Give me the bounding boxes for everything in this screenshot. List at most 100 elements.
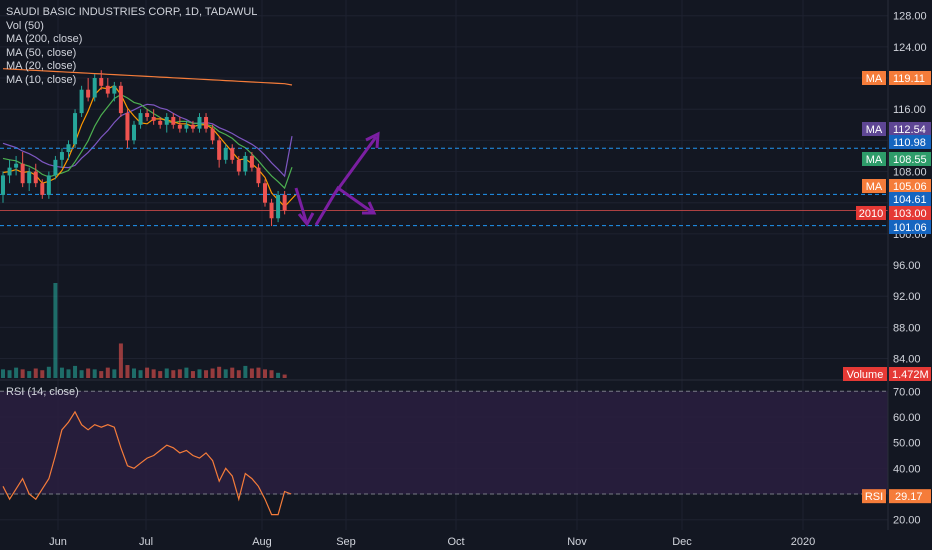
price-tag-value: 110.98 [893, 137, 926, 149]
volume-bar [249, 368, 254, 378]
candle-body [14, 163, 19, 168]
volume-bar [92, 369, 97, 378]
volume-bar [112, 369, 117, 378]
candle-body [73, 113, 78, 145]
volume-bar [151, 369, 156, 378]
volume-bar [197, 369, 202, 378]
candle-body [99, 78, 104, 86]
candle-body [249, 155, 254, 168]
volume-bar [1, 369, 5, 378]
price-tag-value-box [889, 206, 931, 220]
rsi-tick-label: 60.00 [893, 412, 921, 424]
candle-body [86, 89, 91, 98]
price-tag-label: 2010 [859, 208, 883, 220]
time-tick-label: Nov [567, 536, 587, 548]
rsi-title: RSI (14, close) [6, 386, 79, 398]
price-tag-value: 101.06 [893, 222, 927, 234]
volume-bar [79, 370, 84, 378]
candle-body [256, 167, 261, 184]
price-tick-label: 88.00 [893, 322, 921, 334]
volume-bar [230, 367, 235, 378]
candle-body [46, 175, 51, 195]
volume-bar [86, 368, 91, 378]
volume-bar [59, 367, 64, 378]
time-tick-label: Aug [252, 536, 272, 548]
candle-body [171, 116, 176, 125]
volume-bar [125, 365, 130, 378]
volume-bar [164, 368, 169, 378]
candle-body [217, 140, 222, 160]
time-tick-label: 2020 [791, 536, 815, 548]
candle-body [177, 124, 182, 129]
candle-body [1, 175, 5, 195]
rsi-plot [2, 410, 292, 516]
price-tag-value-box [889, 122, 931, 136]
price-tag-label: MA [866, 124, 883, 136]
candle-body [269, 202, 274, 219]
volume-bar [99, 371, 104, 378]
price-tick-label: 96.00 [893, 260, 921, 272]
candle-body [27, 171, 32, 184]
candle-body [158, 120, 163, 125]
price-tag-value: 103.00 [893, 208, 927, 220]
volume-bar [145, 367, 150, 378]
volume-bars [1, 283, 287, 378]
candle-body [53, 159, 58, 176]
price-tag-value-box [889, 192, 931, 206]
volume-bar [46, 366, 51, 378]
volume-bar [27, 371, 32, 378]
volume-bar [20, 369, 25, 378]
rsi-tick-label: 20.00 [893, 515, 921, 527]
volume-bar [33, 368, 38, 378]
candle-body [204, 116, 209, 129]
candle-body [132, 124, 136, 141]
price-tick-label: 84.00 [893, 354, 921, 366]
rsi-tag-value-box [889, 489, 931, 504]
arrow-down-stroke [294, 187, 308, 222]
price-tag-label: MA [866, 154, 883, 166]
price-tag-value-box [889, 135, 931, 149]
rsi-tag-label: RSI [865, 491, 883, 503]
price-tag-label-box [862, 122, 886, 136]
rsi-tag-value: 29.17 [895, 491, 923, 503]
volume-tag-label: Volume [847, 369, 884, 381]
projection-arrows [294, 131, 380, 227]
candle-body [66, 144, 71, 153]
volume-bar [105, 367, 110, 378]
price-tag-label: MA [866, 181, 883, 193]
legend-title: SAUDI BASIC INDUSTRIES CORP, 1D, TADAWUL [6, 6, 258, 18]
volume-bar [190, 371, 195, 378]
price-tag-value: 119.11 [893, 73, 925, 85]
rsi-tick-label: 70.00 [893, 386, 921, 398]
arrow-up-stroke [331, 136, 378, 197]
rsi-line [2, 410, 292, 516]
rsi-tag-label-box [862, 489, 886, 504]
volume-bar [210, 368, 215, 378]
candle-body [184, 124, 189, 129]
time-tick-label: Oct [447, 536, 464, 548]
price-tag-value: 108.55 [893, 154, 927, 166]
price-tag-label-box [862, 152, 886, 166]
legend-ma20: MA (20, close) [6, 60, 77, 72]
price-tick-label: 92.00 [893, 291, 921, 303]
candles [1, 70, 287, 227]
volume-tag-label-box [843, 367, 887, 381]
volume-bar [40, 370, 45, 378]
volume-bar [223, 369, 228, 378]
volume-bar [256, 367, 261, 378]
arrow-down-head [297, 212, 315, 227]
candle-body [243, 155, 248, 172]
candle-body [197, 116, 202, 129]
time-tick-label: Dec [672, 536, 692, 548]
price-tick-label: 124.00 [893, 42, 927, 54]
candle-body [230, 148, 235, 160]
candle-body [164, 116, 169, 125]
volume-bar [53, 283, 58, 378]
time-tick-label: Jul [139, 536, 153, 548]
candle-body [59, 152, 64, 160]
price-tag-label-box [862, 71, 886, 85]
volume-bar [118, 343, 123, 378]
volume-bar [184, 367, 189, 378]
volume-bar [158, 371, 163, 378]
